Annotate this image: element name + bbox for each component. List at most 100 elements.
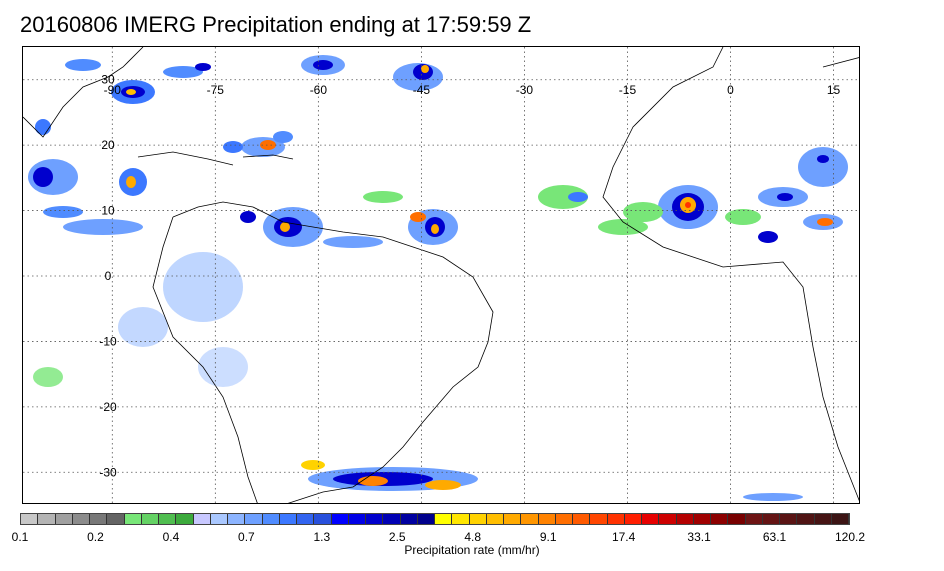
colorbar-swatch xyxy=(21,514,39,524)
colorbar-swatch xyxy=(400,514,418,524)
colorbar-swatch xyxy=(124,514,142,524)
longitude-label: -15 xyxy=(619,83,637,97)
colorbar-swatch xyxy=(486,514,504,524)
precipitation-colorbar xyxy=(20,513,850,525)
colorbar-swatch xyxy=(538,514,556,524)
colorbar-swatch xyxy=(728,514,746,524)
longitude-label: 0 xyxy=(727,83,734,97)
colorbar-tick-label: 120.2 xyxy=(834,530,866,544)
colorbar-label: Precipitation rate (mm/hr) xyxy=(404,543,540,557)
latitude-labels: 30 20 10 0 -10 -20 -30 xyxy=(99,73,117,480)
coastlines xyxy=(23,47,859,503)
colorbar-swatch xyxy=(693,514,711,524)
precipitation-map[interactable]: -90 -75 -60 -45 -30 -15 0 15 30 20 10 0 -10 -20 -30 xyxy=(22,46,860,504)
atlantic-itcz-precip xyxy=(273,55,588,245)
colorbar-swatch xyxy=(193,514,211,524)
central-america-precip xyxy=(28,119,147,235)
colorbar-swatch xyxy=(521,514,539,524)
colorbar-swatch xyxy=(659,514,677,524)
longitude-label: 15 xyxy=(827,83,841,97)
colorbar-swatch xyxy=(607,514,625,524)
colorbar-swatch xyxy=(72,514,90,524)
colorbar-swatch xyxy=(417,514,435,524)
longitude-label: -60 xyxy=(310,83,328,97)
colorbar-swatch xyxy=(469,514,487,524)
cuba-outline xyxy=(137,151,234,166)
colorbar-swatch xyxy=(176,514,194,524)
north-america-coast xyxy=(23,47,144,138)
south-america-west-coast xyxy=(152,216,258,503)
colorbar-swatch xyxy=(504,514,522,524)
colorbar-swatch xyxy=(590,514,608,524)
colorbar-swatch xyxy=(366,514,384,524)
latitude-label: 20 xyxy=(101,138,115,152)
colorbar-swatch xyxy=(797,514,815,524)
colorbar-swatch xyxy=(228,514,246,524)
africa-west-coast xyxy=(602,47,859,502)
grid-lines xyxy=(23,47,859,503)
colorbar-swatch xyxy=(435,514,453,524)
colorbar-swatch xyxy=(107,514,125,524)
colorbar-swatch xyxy=(159,514,177,524)
hispaniola-outline xyxy=(242,154,294,160)
antilles-precip xyxy=(223,137,383,248)
latitude-label: -10 xyxy=(99,334,117,348)
colorbar-tick-label: 0.4 xyxy=(162,530,180,544)
longitude-label: -45 xyxy=(413,83,431,97)
gulf-precip-cluster xyxy=(65,59,211,104)
colorbar-tick-label: 63.1 xyxy=(762,530,787,544)
colorbar-swatch xyxy=(331,514,349,524)
colorbar-swatch xyxy=(555,514,573,524)
colorbar-tick-label: 0.1 xyxy=(11,530,29,544)
colorbar-swatch xyxy=(780,514,798,524)
colorbar-tick-label: 33.1 xyxy=(687,530,711,544)
colorbar-tick-label: 2.5 xyxy=(388,530,406,544)
colorbar-swatch xyxy=(90,514,108,524)
longitude-label: -75 xyxy=(207,83,225,97)
latitude-label: 10 xyxy=(101,204,115,218)
map-canvas: -90 -75 -60 -45 -30 -15 0 15 30 20 10 0 -10 -20 -30 xyxy=(23,47,859,503)
colorbar-swatch xyxy=(452,514,470,524)
colorbar-swatch xyxy=(210,514,228,524)
longitude-label: -30 xyxy=(516,83,534,97)
southern-frontal-band xyxy=(301,460,803,501)
africa-north-coast xyxy=(822,57,859,68)
colorbar-tick-label: 0.7 xyxy=(238,530,255,544)
colorbar-swatch xyxy=(762,514,780,524)
colorbar-swatch xyxy=(711,514,729,524)
colorbar-swatch xyxy=(642,514,660,524)
south-america-precip xyxy=(33,252,248,387)
colorbar-swatch xyxy=(831,514,849,524)
colorbar-swatch xyxy=(141,514,159,524)
south-america-coast xyxy=(172,201,494,503)
longitude-label: -90 xyxy=(104,83,122,97)
colorbar-swatch xyxy=(624,514,642,524)
colorbar-swatch xyxy=(676,514,694,524)
colorbar-swatch xyxy=(348,514,366,524)
colorbar-swatch xyxy=(314,514,332,524)
colorbar-tick-label: 17.4 xyxy=(611,530,636,544)
longitude-labels: -90 -75 -60 -45 -30 -15 0 15 xyxy=(104,83,841,97)
colorbar-tick-label: 0.2 xyxy=(87,530,104,544)
colorbar-swatch xyxy=(573,514,591,524)
latitude-label: 0 xyxy=(105,269,112,283)
colorbar-swatch xyxy=(245,514,263,524)
colorbar-swatch xyxy=(55,514,73,524)
latitude-label: -30 xyxy=(99,465,117,479)
colorbar-swatch xyxy=(383,514,401,524)
precipitation-cells xyxy=(28,55,848,501)
colorbar-tick-label: 4.8 xyxy=(464,530,482,544)
colorbar-tick-label: 9.1 xyxy=(539,530,557,544)
colorbar-swatch xyxy=(745,514,763,524)
colorbar-swatch xyxy=(262,514,280,524)
map-title: 20160806 IMERG Precipitation ending at 1… xyxy=(20,12,532,37)
colorbar-swatch xyxy=(279,514,297,524)
colorbar-swatch xyxy=(38,514,56,524)
west-africa-precip xyxy=(598,147,848,243)
colorbar-swatch xyxy=(297,514,315,524)
colorbar-tick-label: 1.3 xyxy=(313,530,331,544)
latitude-label: 30 xyxy=(101,73,115,87)
colorbar-tick-labels: 0.1 0.2 0.4 0.7 1.3 2.5 4.8 9.1 17.4 33.1 63.1 120.… xyxy=(0,530,944,544)
latitude-label: -20 xyxy=(99,400,117,414)
colorbar-swatch xyxy=(814,514,832,524)
